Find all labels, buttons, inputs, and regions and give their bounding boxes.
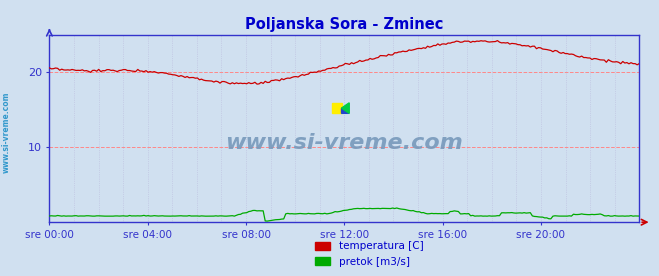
Polygon shape (341, 108, 349, 113)
Legend: temperatura [C], pretok [m3/s]: temperatura [C], pretok [m3/s] (310, 237, 428, 271)
Polygon shape (341, 103, 349, 113)
Bar (332, 103, 341, 113)
Text: www.si-vreme.com: www.si-vreme.com (225, 133, 463, 153)
Title: Poljanska Sora - Zminec: Poljanska Sora - Zminec (245, 17, 444, 32)
Text: www.si-vreme.com: www.si-vreme.com (2, 92, 11, 173)
